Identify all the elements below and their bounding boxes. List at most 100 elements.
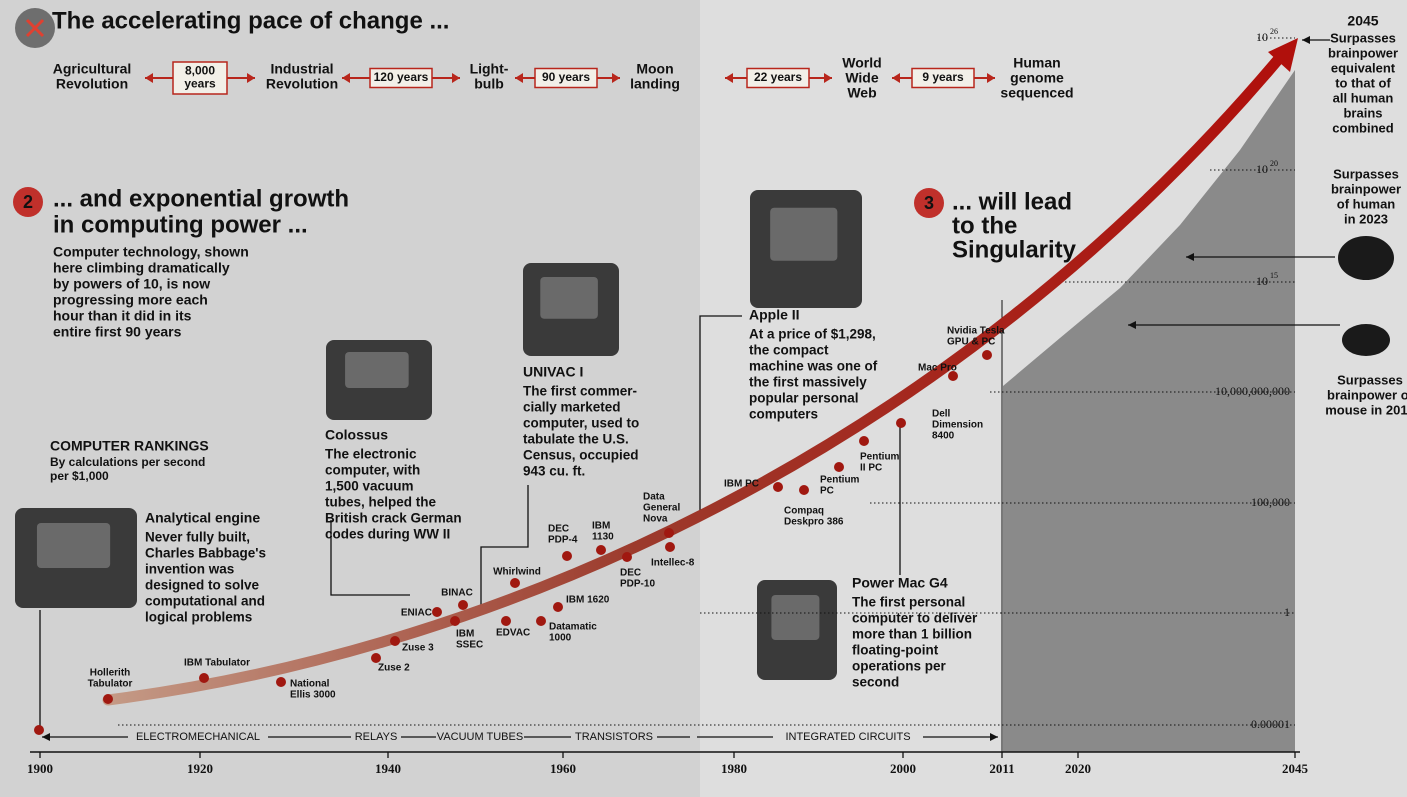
point-label: National: [290, 679, 330, 690]
note-body: Surpasses: [1330, 30, 1396, 45]
milestone: World: [842, 55, 881, 71]
point: [536, 616, 546, 626]
x-label: 1980: [721, 761, 747, 776]
point-label: PC: [820, 486, 834, 497]
callout-body: computer to deliver: [852, 611, 978, 626]
milestone: Web: [847, 85, 876, 101]
era-bg: [436, 730, 524, 744]
point-label: Zuse 3: [402, 643, 434, 654]
y-label: 10,000,000,000: [1215, 384, 1290, 398]
mouse-icon: [1342, 324, 1390, 356]
point-label: Datamatic: [549, 622, 597, 633]
milestone: Human: [1013, 55, 1060, 71]
photo-detail: [771, 595, 820, 640]
callout-body: Census, occupied: [523, 448, 639, 463]
point-label: PDP-10: [620, 579, 655, 590]
curve-arrowhead: [1268, 38, 1298, 72]
callout-body: computers: [749, 407, 818, 422]
callout-body: designed to solve: [145, 578, 260, 593]
close-icon: [25, 18, 45, 38]
gap-box: [534, 67, 598, 89]
callout-title: UNIVAC I: [523, 364, 583, 380]
callout-body: second: [852, 675, 899, 690]
point-label: IBM 1620: [566, 595, 610, 606]
gap-box: [911, 67, 975, 89]
x-label: 2000: [890, 761, 916, 776]
point: [458, 600, 468, 610]
photo-detail: [345, 352, 409, 388]
milestone: sequenced: [1000, 85, 1073, 101]
x-label: 2020: [1065, 761, 1091, 776]
section-heading: ... and exponential growth: [53, 185, 349, 212]
callout-title: Analytical engine: [145, 510, 260, 526]
callout-body: 1,500 vacuum: [325, 479, 414, 494]
leader: [699, 315, 742, 515]
point-label: DEC: [548, 524, 569, 535]
point-label: 1000: [549, 633, 572, 644]
milestone: Light-: [470, 61, 509, 77]
y-label: 1: [1284, 605, 1290, 619]
callout-body: The first personal: [852, 595, 965, 610]
point: [773, 482, 783, 492]
section-badge: [13, 187, 43, 217]
section-number: 3: [924, 193, 934, 213]
point: [199, 673, 209, 683]
point: [432, 607, 442, 617]
point: [34, 725, 44, 735]
gap-label: 8,000: [185, 64, 215, 78]
note-body: all human: [1333, 90, 1394, 105]
x-label: 2011: [989, 761, 1014, 776]
callout-body: floating-point: [852, 643, 939, 658]
callout-body: tabulate the U.S.: [523, 432, 629, 447]
point-label: DEC: [620, 568, 641, 579]
callout-title: Colossus: [325, 427, 388, 443]
section-heading: Singularity: [952, 236, 1077, 263]
section-badge: [914, 188, 944, 218]
note-body: brainpower: [1331, 181, 1401, 196]
callout-body: computational and: [145, 594, 265, 609]
leader: [480, 485, 529, 608]
point-label: Dell: [932, 409, 951, 420]
milestone: bulb: [474, 76, 504, 92]
point-label: GPU & PC: [947, 337, 995, 348]
point: [664, 528, 674, 538]
callout-body: logical problems: [145, 610, 252, 625]
callout-body: tubes, helped the: [325, 495, 437, 510]
point-label: Intellec-8: [651, 558, 695, 569]
section-body: by powers of 10, is now: [53, 276, 210, 292]
point-label: EDVAC: [496, 628, 530, 639]
photo-detail: [540, 276, 598, 319]
y-label: 0.00001: [1251, 717, 1290, 731]
section-heading: in computing power ...: [53, 211, 308, 238]
milestone: Agricultural: [53, 61, 132, 77]
future-region: [1003, 70, 1295, 752]
gap-label: 120 years: [374, 70, 429, 84]
milestone: Revolution: [266, 76, 338, 92]
point-label: Pentium: [820, 475, 860, 486]
callout-body: cially marketed: [523, 400, 621, 415]
point-label: Data: [643, 492, 665, 503]
gap-box: [369, 67, 433, 89]
point-label: General: [643, 503, 680, 514]
callout-body: Charles Babbage's: [145, 546, 266, 561]
point: [501, 616, 511, 626]
point: [553, 602, 563, 612]
callout-body: computer, used to: [523, 416, 639, 431]
point-label: IBM PC: [724, 479, 759, 490]
point-label: 1130: [592, 532, 614, 543]
point: [371, 653, 381, 663]
point-label: IBM Tabulator: [184, 658, 250, 669]
point-label: SSEC: [456, 640, 483, 651]
callout-body: The electronic: [325, 447, 417, 462]
section-number: 2: [23, 192, 33, 212]
y-label: 10: [1256, 162, 1268, 176]
growth-curve: [102, 49, 1288, 706]
callout-body: The first commer-: [523, 384, 637, 399]
milestone: Moon: [636, 61, 673, 77]
point-label: IBM: [592, 521, 610, 532]
point-label: Hollerith: [90, 668, 131, 679]
content: The accelerating pace of change ... Agric…: [13, 7, 1407, 776]
point: [596, 545, 606, 555]
